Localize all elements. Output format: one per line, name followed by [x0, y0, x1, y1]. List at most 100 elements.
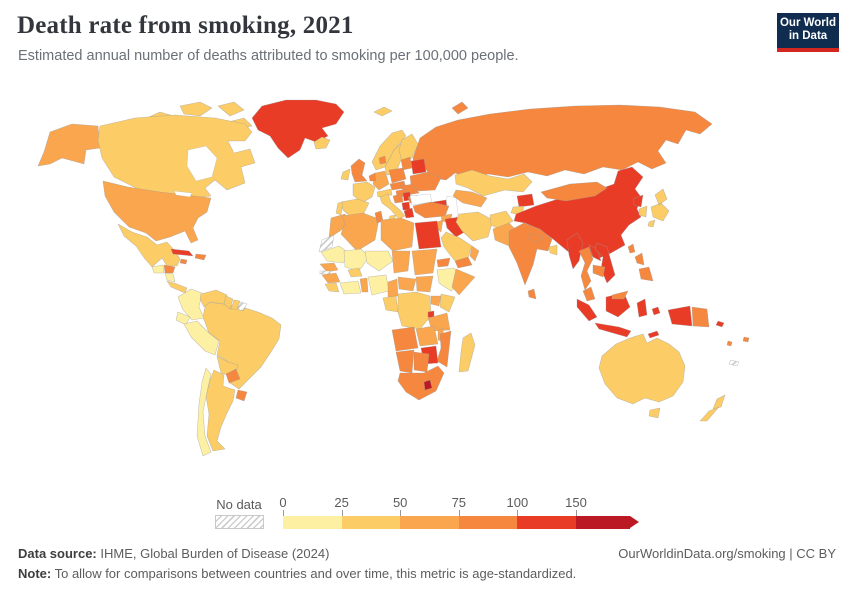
country-australia[interactable] — [598, 333, 686, 405]
country-uk[interactable] — [350, 158, 368, 183]
country-hispaniola[interactable] — [194, 253, 207, 261]
country-paraguay[interactable] — [225, 368, 241, 384]
country-vanuatu[interactable] — [726, 340, 733, 347]
no-data-swatch[interactable] — [215, 515, 264, 529]
country-denmark[interactable] — [378, 155, 387, 165]
legend-bin-100-150[interactable] — [517, 516, 576, 529]
legend-bin-150-plus[interactable] — [575, 516, 630, 529]
country-uruguay[interactable] — [235, 389, 248, 402]
country-bangladesh[interactable] — [548, 244, 558, 256]
country-papua-new-guinea[interactable] — [691, 306, 710, 328]
country-ireland[interactable] — [340, 168, 351, 181]
country-somalia[interactable] — [451, 268, 476, 296]
country-botswana[interactable] — [413, 351, 430, 373]
country-greece[interactable] — [403, 207, 415, 219]
country-belarus[interactable] — [410, 158, 427, 175]
country-japan[interactable] — [647, 188, 670, 228]
country-iceland[interactable] — [313, 136, 331, 150]
country-uzbekistan-turkmenistan[interactable] — [452, 189, 488, 208]
country-oman[interactable] — [469, 245, 480, 262]
country-gabon-congo[interactable] — [382, 295, 399, 313]
country-guyana[interactable] — [223, 295, 234, 310]
country-zambia[interactable] — [415, 325, 439, 347]
country-jamaica[interactable] — [179, 258, 188, 265]
country-malaysia[interactable] — [582, 286, 596, 302]
country-sudan[interactable] — [411, 248, 438, 276]
country-taiwan[interactable] — [627, 243, 636, 254]
country-laos[interactable] — [588, 244, 602, 262]
legend-bin-0-25[interactable] — [283, 516, 342, 529]
country-senegal[interactable] — [319, 262, 339, 273]
country-colombia[interactable] — [177, 288, 205, 321]
country-central-african-republic[interactable] — [397, 276, 417, 292]
country-timor-leste[interactable] — [647, 330, 660, 339]
country-libya[interactable] — [380, 217, 415, 252]
country-angola[interactable] — [391, 326, 419, 352]
country-croatia-bosnia[interactable] — [392, 193, 404, 204]
country-greenland[interactable] — [251, 99, 345, 159]
country-south-sudan[interactable] — [415, 275, 434, 293]
country-portugal[interactable] — [335, 201, 344, 216]
country-kenya[interactable] — [439, 293, 456, 313]
country-south-africa[interactable] — [397, 365, 445, 401]
country-alaska[interactable] — [37, 123, 101, 167]
country-egypt[interactable] — [414, 220, 442, 250]
country-honduras[interactable] — [163, 264, 176, 274]
country-yemen[interactable] — [454, 256, 473, 269]
country-philippines[interactable] — [634, 252, 654, 282]
country-kyrgyzstan[interactable] — [516, 193, 535, 208]
country-iran[interactable] — [455, 211, 494, 242]
country-eritrea[interactable] — [436, 257, 451, 268]
country-poland[interactable] — [388, 167, 407, 184]
country-germany[interactable] — [372, 170, 390, 191]
country-guatemala[interactable] — [151, 264, 165, 274]
country-tasmania[interactable] — [648, 407, 661, 419]
country-french-guiana[interactable] — [237, 301, 248, 312]
country-nepal[interactable] — [528, 232, 544, 244]
country-solomon-islands[interactable] — [715, 320, 725, 328]
country-mozambique[interactable] — [436, 330, 452, 368]
country-kazakhstan[interactable] — [454, 169, 533, 197]
country-cameroon[interactable] — [387, 278, 399, 298]
country-venezuela[interactable] — [199, 289, 228, 308]
country-gambia[interactable] — [319, 270, 331, 275]
country-albania-macedonia[interactable] — [401, 201, 411, 211]
country-western-sahara[interactable] — [318, 234, 335, 253]
country-brazil[interactable] — [202, 301, 282, 390]
country-guinea[interactable] — [321, 272, 341, 284]
country-ukraine[interactable] — [409, 171, 442, 192]
country-russia[interactable] — [412, 104, 713, 181]
country-saudi-arabia[interactable] — [440, 231, 473, 262]
country-suriname[interactable] — [230, 299, 241, 310]
owid-logo[interactable]: Our World in Data — [777, 13, 839, 52]
country-cuba[interactable] — [170, 248, 194, 257]
country-south-korea[interactable] — [638, 205, 648, 218]
country-algeria[interactable] — [340, 212, 380, 252]
country-namibia[interactable] — [395, 349, 415, 374]
legend-bin-75-100[interactable] — [458, 516, 518, 529]
country-france[interactable] — [352, 181, 376, 204]
country-cambodia[interactable] — [592, 264, 606, 278]
country-drc[interactable] — [397, 291, 432, 330]
country-nigeria[interactable] — [367, 274, 390, 296]
country-fiji[interactable] — [742, 336, 750, 343]
country-spain[interactable] — [340, 198, 370, 217]
country-finland[interactable] — [398, 133, 419, 163]
credit-link[interactable]: OurWorldinData.org/smoking | CC BY — [618, 546, 836, 561]
country-madagascar[interactable] — [458, 332, 476, 373]
country-mongolia[interactable] — [540, 181, 608, 202]
country-thailand[interactable] — [578, 246, 594, 291]
country-new-caledonia[interactable] — [728, 359, 740, 367]
country-sri-lanka[interactable] — [527, 288, 537, 300]
country-mexico[interactable] — [117, 223, 181, 268]
country-canada[interactable] — [97, 114, 256, 199]
country-chad[interactable] — [391, 250, 411, 274]
country-togo-benin[interactable] — [359, 277, 369, 293]
country-mali[interactable] — [343, 248, 370, 272]
country-lesotho[interactable] — [423, 379, 433, 391]
country-nicaragua[interactable] — [164, 272, 176, 283]
country-argentina[interactable] — [205, 369, 236, 452]
country-sierra-leone-liberia[interactable] — [324, 282, 340, 293]
country-peru[interactable] — [183, 320, 220, 356]
country-costa-rica-panama[interactable] — [166, 280, 188, 294]
